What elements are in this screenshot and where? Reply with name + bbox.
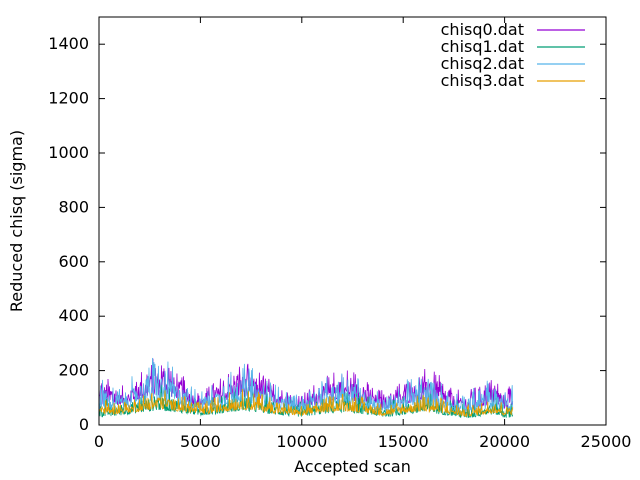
series-line-3	[98, 389, 514, 417]
x-axis-label: Accepted scan	[294, 457, 411, 476]
legend-label: chisq1.dat	[441, 37, 524, 56]
x-tick-label: 25000	[581, 432, 632, 451]
y-tick-label: 600	[58, 252, 89, 271]
x-tick-label: 15000	[378, 432, 429, 451]
x-tick-label: 10000	[276, 432, 327, 451]
y-tick-label: 800	[58, 197, 89, 216]
x-tick-label: 0	[94, 432, 104, 451]
plot-frame	[98, 16, 607, 426]
y-tick-label: 1000	[48, 143, 89, 162]
legend-label: chisq3.dat	[441, 71, 524, 90]
y-tick-label: 400	[58, 306, 89, 325]
x-tick-label: 5000	[180, 432, 221, 451]
x-tick-label: 20000	[479, 432, 530, 451]
series-line-1	[98, 384, 514, 419]
axis-ticks: 0 5000 10000 15000 20000 25000 0 200 400 600 800 10…	[48, 17, 631, 451]
y-tick-label: 1400	[48, 34, 89, 53]
legend-label: chisq2.dat	[441, 54, 524, 73]
y-tick-label: 200	[58, 361, 89, 380]
y-axis-label: Reduced chisq (sigma)	[7, 130, 26, 312]
y-tick-label: 0	[79, 415, 89, 434]
plot-area	[98, 357, 514, 419]
y-tick-label: 1200	[48, 89, 89, 108]
legend-label: chisq0.dat	[441, 20, 524, 39]
